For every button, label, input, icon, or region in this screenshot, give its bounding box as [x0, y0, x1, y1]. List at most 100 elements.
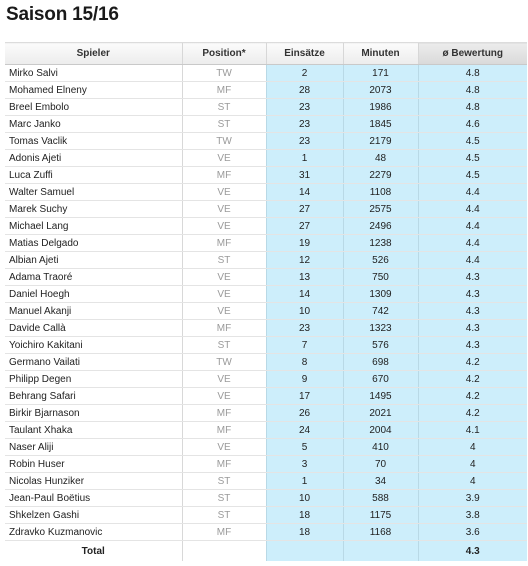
table-row: Daniel Hoegh VE 14 1309 4.3	[5, 285, 527, 303]
player-bewertung: 4.2	[417, 370, 527, 388]
player-name: Nicolas Hunziker	[5, 472, 182, 490]
player-name: Jean-Paul Boëtius	[5, 489, 182, 507]
total-position-cell	[181, 540, 266, 561]
player-bewertung: 4.4	[417, 234, 527, 252]
table-row: Albian Ajeti ST 12 526 4.4	[5, 251, 527, 269]
player-position: VE	[181, 183, 266, 201]
player-bewertung: 4.8	[417, 64, 527, 82]
player-position: VE	[181, 387, 266, 405]
player-name: Adonis Ajeti	[5, 149, 182, 167]
player-minuten: 1986	[342, 98, 418, 116]
total-einsaetze-cell	[265, 540, 343, 561]
player-einsaetze: 10	[265, 489, 343, 507]
player-einsaetze: 18	[265, 523, 343, 541]
table-row: Shkelzen Gashi ST 18 1175 3.8	[5, 506, 527, 524]
player-name: Michael Lang	[5, 217, 182, 235]
player-position: MF	[181, 166, 266, 184]
player-minuten: 698	[342, 353, 418, 371]
player-minuten: 34	[342, 472, 418, 490]
player-bewertung: 3.8	[417, 506, 527, 524]
player-einsaetze: 13	[265, 268, 343, 286]
player-einsaetze: 31	[265, 166, 343, 184]
player-position: VE	[181, 217, 266, 235]
player-minuten: 742	[342, 302, 418, 320]
player-minuten: 410	[342, 438, 418, 456]
player-minuten: 171	[342, 64, 418, 82]
column-header-minuten[interactable]: Minuten	[342, 42, 418, 65]
table-row: Zdravko Kuzmanovic MF 18 1168 3.6	[5, 523, 527, 541]
player-einsaetze: 5	[265, 438, 343, 456]
player-einsaetze: 3	[265, 455, 343, 473]
player-einsaetze: 23	[265, 98, 343, 116]
player-name: Marc Janko	[5, 115, 182, 133]
column-header-bewertung[interactable]: ø Bewertung	[417, 42, 527, 65]
player-name: Breel Embolo	[5, 98, 182, 116]
table-header-row: Spieler Position* Einsätze Minuten ø Bew…	[5, 42, 527, 65]
player-bewertung: 3.6	[417, 523, 527, 541]
player-minuten: 1175	[342, 506, 418, 524]
player-minuten: 1168	[342, 523, 418, 541]
player-bewertung: 4.4	[417, 217, 527, 235]
player-minuten: 2179	[342, 132, 418, 150]
player-minuten: 588	[342, 489, 418, 507]
player-bewertung: 4.5	[417, 132, 527, 150]
player-name: Adama Traoré	[5, 268, 182, 286]
table-row: Luca Zuffi MF 31 2279 4.5	[5, 166, 527, 184]
player-position: ST	[181, 489, 266, 507]
player-name: Behrang Safari	[5, 387, 182, 405]
player-position: TW	[181, 353, 266, 371]
player-position: VE	[181, 200, 266, 218]
player-einsaetze: 27	[265, 217, 343, 235]
player-name: Mirko Salvi	[5, 64, 182, 82]
player-minuten: 526	[342, 251, 418, 269]
player-position: ST	[181, 251, 266, 269]
player-minuten: 2073	[342, 81, 418, 99]
player-position: VE	[181, 370, 266, 388]
player-bewertung: 4.6	[417, 115, 527, 133]
player-name: Birkir Bjarnason	[5, 404, 182, 422]
player-name: Naser Aliji	[5, 438, 182, 456]
player-bewertung: 4.2	[417, 404, 527, 422]
player-position: VE	[181, 149, 266, 167]
player-bewertung: 4.4	[417, 183, 527, 201]
total-minuten-cell	[342, 540, 418, 561]
player-minuten: 670	[342, 370, 418, 388]
player-einsaetze: 19	[265, 234, 343, 252]
total-label: Total	[5, 540, 182, 561]
column-header-spieler[interactable]: Spieler	[5, 42, 182, 65]
player-minuten: 576	[342, 336, 418, 354]
player-minuten: 1238	[342, 234, 418, 252]
column-header-position[interactable]: Position*	[181, 42, 266, 65]
table-row: Adonis Ajeti VE 1 48 4.5	[5, 149, 527, 167]
total-bewertung-cell: 4.3	[417, 540, 527, 561]
player-position: MF	[181, 319, 266, 337]
table-row: Mohamed Elneny MF 28 2073 4.8	[5, 81, 527, 99]
player-einsaetze: 28	[265, 81, 343, 99]
player-minuten: 1323	[342, 319, 418, 337]
player-einsaetze: 23	[265, 115, 343, 133]
player-einsaetze: 10	[265, 302, 343, 320]
table-row: Germano Vailati TW 8 698 4.2	[5, 353, 527, 371]
player-position: MF	[181, 523, 266, 541]
player-position: ST	[181, 115, 266, 133]
player-einsaetze: 26	[265, 404, 343, 422]
player-position: ST	[181, 336, 266, 354]
player-position: VE	[181, 268, 266, 286]
player-bewertung: 4.2	[417, 353, 527, 371]
player-minuten: 48	[342, 149, 418, 167]
player-position: MF	[181, 455, 266, 473]
player-einsaetze: 8	[265, 353, 343, 371]
player-einsaetze: 27	[265, 200, 343, 218]
player-name: Albian Ajeti	[5, 251, 182, 269]
column-header-einsaetze[interactable]: Einsätze	[265, 42, 343, 65]
player-position: MF	[181, 404, 266, 422]
table-row: Robin Huser MF 3 70 4	[5, 455, 527, 473]
player-position: VE	[181, 285, 266, 303]
player-ratings-table: Spieler Position* Einsätze Minuten ø Bew…	[5, 42, 527, 561]
table-row: Davide Callà MF 23 1323 4.3	[5, 319, 527, 337]
player-einsaetze: 24	[265, 421, 343, 439]
page-title: Saison 15/16	[6, 4, 119, 25]
player-name: Manuel Akanji	[5, 302, 182, 320]
player-name: Marek Suchy	[5, 200, 182, 218]
player-bewertung: 4.5	[417, 149, 527, 167]
